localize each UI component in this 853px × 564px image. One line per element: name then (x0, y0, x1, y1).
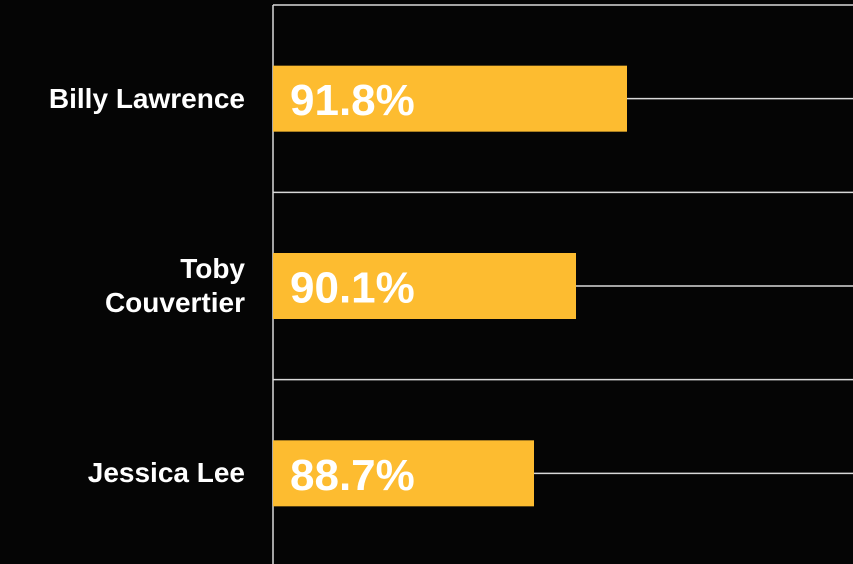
category-label: Billy Lawrence (48, 82, 245, 114)
bar (273, 253, 576, 319)
value-label: 88.7% (290, 451, 415, 500)
bar (273, 65, 627, 132)
bar (273, 440, 534, 507)
category-label-box: Toby Couvertier (30, 192, 245, 379)
category-label: Jessica Lee (87, 457, 245, 489)
category-label-box: Jessica Lee (30, 380, 245, 564)
value-label: 90.1% (290, 264, 415, 313)
category-label: Toby Couvertier (104, 252, 245, 318)
value-label: 91.8% (290, 76, 415, 125)
category-label-box: Billy Lawrence (30, 5, 245, 192)
